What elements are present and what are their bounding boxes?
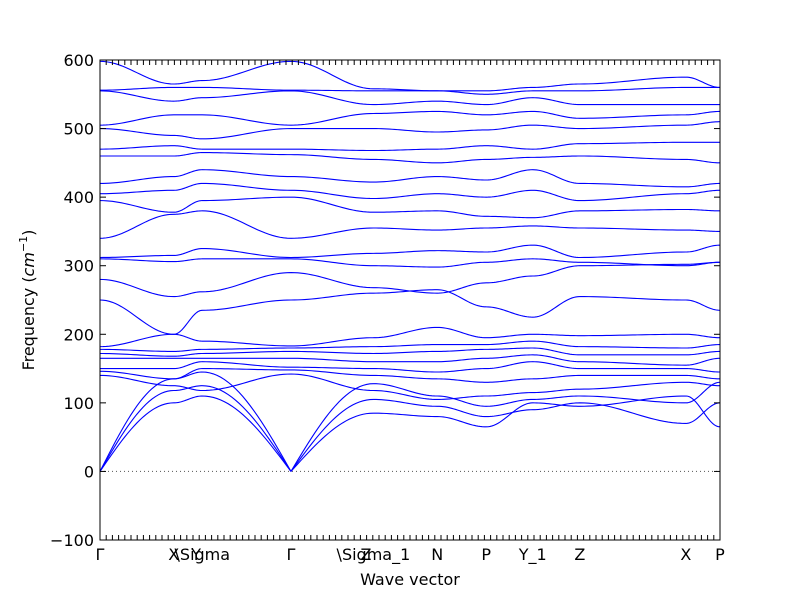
kpoint-label: P — [715, 545, 725, 564]
y-axis-ticks: −100 0 100 200 300 400 500 600 — [50, 51, 720, 550]
band-line-6 — [100, 361, 721, 373]
kpoint-label: X — [168, 545, 179, 564]
kpoint-label: \Sigma_1 — [337, 545, 411, 565]
y-tick-label: 100 — [63, 394, 94, 413]
y-axis-label-unit-exponent: −1 — [17, 236, 30, 252]
kpoint-label: Z — [360, 545, 371, 564]
y-tick-label: 400 — [63, 188, 94, 207]
band-line-20 — [99, 141, 720, 152]
band-line-3 — [99, 371, 721, 472]
band-line-13 — [99, 258, 721, 268]
x-axis-ticks: Γ X Y\Sigma Γ Z\Sigma_1 N P Y_1 Z X P — [96, 60, 725, 565]
band-line-12 — [99, 261, 720, 298]
x-axis-label: Wave vector — [360, 570, 460, 589]
kpoint-label: Γ — [286, 545, 295, 564]
y-axis-label-open-paren: ( — [19, 276, 38, 287]
kpoint-label: X — [680, 545, 691, 564]
y-tick-label: 200 — [63, 325, 94, 344]
band-line-4 — [99, 373, 721, 400]
band-line-8 — [99, 347, 721, 357]
y-tick-label: 600 — [63, 51, 94, 70]
band-line-5 — [99, 368, 721, 383]
y-axis-label-close-paren: ) — [19, 230, 38, 236]
kpoint-label: Z — [574, 545, 585, 564]
band-line-24 — [99, 86, 720, 95]
band-line-16 — [99, 196, 721, 219]
band-line-22 — [99, 110, 721, 126]
kpoint-label: P — [481, 545, 491, 564]
band-line-11 — [99, 289, 721, 335]
band-line-14 — [99, 244, 721, 259]
band-line-1 — [99, 395, 721, 472]
kpoint-label: \Sigma — [175, 545, 231, 564]
band-line-18 — [99, 169, 721, 188]
band-line-9 — [99, 340, 721, 352]
band-line-15 — [99, 210, 721, 239]
y-axis-label: Frequency (cm−1) — [17, 230, 38, 371]
kpoint-label: Y_1 — [518, 545, 547, 565]
y-tick-label: 0 — [84, 462, 94, 481]
band-line-19 — [100, 152, 721, 164]
y-axis-label-unit: cm — [19, 252, 38, 276]
band-lines — [99, 60, 721, 472]
kpoint-label: Y — [190, 545, 201, 564]
y-tick-label: 300 — [63, 257, 94, 276]
band-line-25 — [99, 60, 721, 92]
kpoint-label: Γ — [96, 545, 105, 564]
band-line-7 — [100, 354, 721, 366]
kpoint-label: N — [431, 545, 443, 564]
plot-frame — [99, 59, 721, 541]
band-line-23 — [99, 90, 720, 106]
y-tick-label: −100 — [50, 531, 94, 550]
band-line-10 — [99, 326, 721, 348]
y-tick-label: 500 — [63, 120, 94, 139]
band-line-17 — [99, 182, 721, 202]
band-line-21 — [99, 121, 721, 140]
y-axis-label-text: Frequency — [19, 288, 38, 371]
